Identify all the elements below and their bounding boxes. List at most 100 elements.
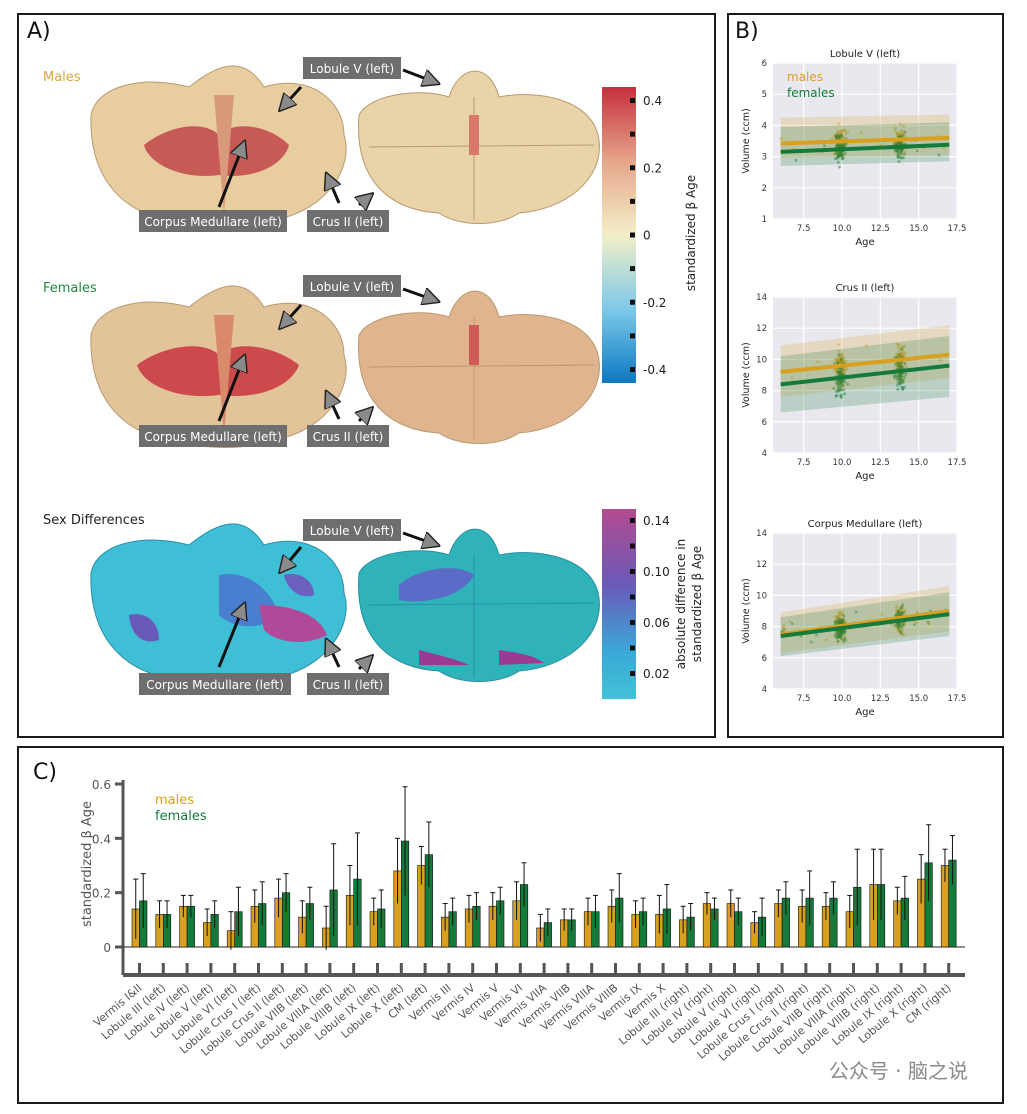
data-point (834, 135, 838, 139)
data-point (898, 622, 902, 626)
data-point (901, 378, 905, 382)
data-point (840, 144, 844, 148)
data-point (839, 637, 843, 641)
data-point (839, 129, 843, 133)
colorbar-tick-label: -0.2 (643, 296, 666, 310)
data-point (900, 347, 904, 351)
data-point (897, 364, 901, 368)
data-point (898, 382, 902, 386)
data-point (896, 365, 900, 369)
data-point (840, 380, 844, 384)
data-point (833, 634, 837, 638)
data-point (834, 621, 838, 625)
data-point (841, 379, 845, 383)
colorbar-minor-tick (630, 594, 635, 600)
colorbar-tick-label: 0.02 (643, 667, 670, 681)
data-point (896, 625, 900, 629)
data-point (835, 382, 839, 386)
brain-diff-inferior (358, 528, 600, 682)
colorbar-tick-label: 0.4 (643, 94, 662, 108)
callout-corpus-diff-label: Corpus Medullare (left) (146, 678, 284, 692)
data-point (898, 142, 902, 146)
data-point (896, 362, 900, 366)
data-point (842, 614, 846, 618)
data-point (838, 372, 842, 376)
y-tick-label: 8 (762, 387, 767, 397)
data-point (899, 347, 903, 351)
data-point (897, 353, 901, 357)
data-point (843, 152, 847, 156)
data-point (899, 626, 903, 630)
data-point (838, 145, 842, 149)
fit-line (780, 352, 950, 374)
data-point (839, 144, 843, 148)
data-point (896, 623, 900, 627)
data-point (841, 613, 845, 617)
data-point (841, 357, 845, 361)
data-point (898, 622, 902, 626)
data-point (895, 150, 899, 154)
data-point (841, 143, 845, 147)
scatter-plot: 7.5 10.0 12.5 15.0 17.5 1 2 3 4 5 6 Lobule V (left)… (741, 49, 966, 248)
data-point (839, 382, 843, 386)
y-tick-label: 4 (762, 121, 767, 131)
data-point (895, 131, 899, 135)
data-point (844, 132, 848, 136)
colorbar-beta-age-label: standardized β Age (684, 175, 698, 291)
y-tick-label: 14 (756, 293, 767, 303)
data-point (790, 376, 794, 380)
data-point (898, 355, 902, 359)
data-point (834, 394, 838, 398)
data-point (894, 625, 898, 629)
data-point (835, 636, 839, 640)
fit-line (780, 612, 950, 638)
data-point (835, 614, 839, 618)
data-point (837, 145, 841, 149)
y-tick-label: 2 (762, 184, 767, 194)
data-point (835, 144, 839, 148)
data-point (838, 136, 842, 140)
data-point (899, 352, 903, 356)
data-point (897, 141, 901, 145)
data-point (903, 363, 907, 367)
data-point (841, 144, 845, 148)
data-point (895, 377, 899, 381)
colorbar-abs-diff-label-1: absolute difference in (674, 539, 688, 669)
data-point (838, 372, 842, 376)
data-point (841, 371, 845, 375)
data-point (836, 361, 840, 365)
data-point (834, 137, 838, 141)
data-point (897, 349, 901, 353)
data-point (838, 372, 842, 376)
callout-lobule-v-males-label: Lobule V (left) (310, 62, 394, 76)
data-point (840, 629, 844, 633)
data-point (837, 619, 841, 623)
y-tick-label: 6 (762, 418, 767, 428)
data-point (843, 368, 847, 372)
data-point (836, 640, 840, 644)
callout-corpus-females-label: Corpus Medullare (left) (144, 430, 282, 444)
data-point (835, 133, 839, 137)
data-point (836, 388, 840, 392)
data-point (837, 613, 841, 617)
data-point (837, 154, 841, 158)
data-point (839, 360, 843, 364)
data-point (896, 387, 900, 391)
data-point (840, 619, 844, 623)
y-tick-label: 0 (103, 941, 111, 955)
colorbar-minor-tick (630, 131, 635, 137)
data-point (902, 152, 906, 156)
data-point (840, 369, 844, 373)
data-point (836, 639, 840, 643)
data-point (900, 375, 904, 379)
data-point (835, 132, 839, 136)
data-point (901, 628, 905, 632)
colorbar-tick-label: 0.06 (643, 616, 670, 630)
x-tick-label: 17.5 (948, 694, 967, 704)
data-point (841, 384, 845, 388)
data-point (839, 379, 843, 383)
data-point (839, 144, 843, 148)
plot-title: Lobule V (left) (830, 49, 900, 60)
data-point (900, 156, 904, 160)
data-point (897, 361, 901, 365)
